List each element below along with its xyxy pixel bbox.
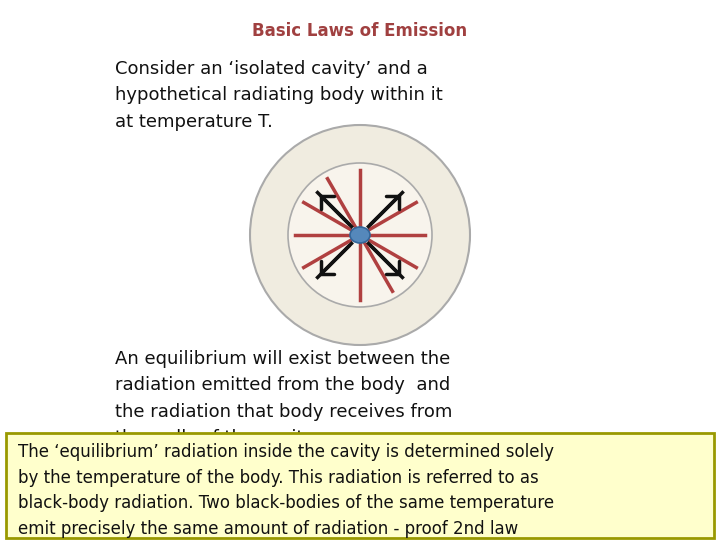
Ellipse shape: [350, 227, 370, 243]
Text: Consider an ‘isolated cavity’ and a
hypothetical radiating body within it
at tem: Consider an ‘isolated cavity’ and a hypo…: [115, 60, 443, 131]
Text: An equilibrium will exist between the
radiation emitted from the body  and
the r: An equilibrium will exist between the ra…: [115, 350, 452, 447]
Circle shape: [250, 125, 470, 345]
Text: Basic Laws of Emission: Basic Laws of Emission: [253, 22, 467, 40]
FancyBboxPatch shape: [6, 433, 714, 538]
Circle shape: [288, 163, 432, 307]
Text: The ‘equilibrium’ radiation inside the cavity is determined solely
by the temper: The ‘equilibrium’ radiation inside the c…: [18, 443, 554, 538]
